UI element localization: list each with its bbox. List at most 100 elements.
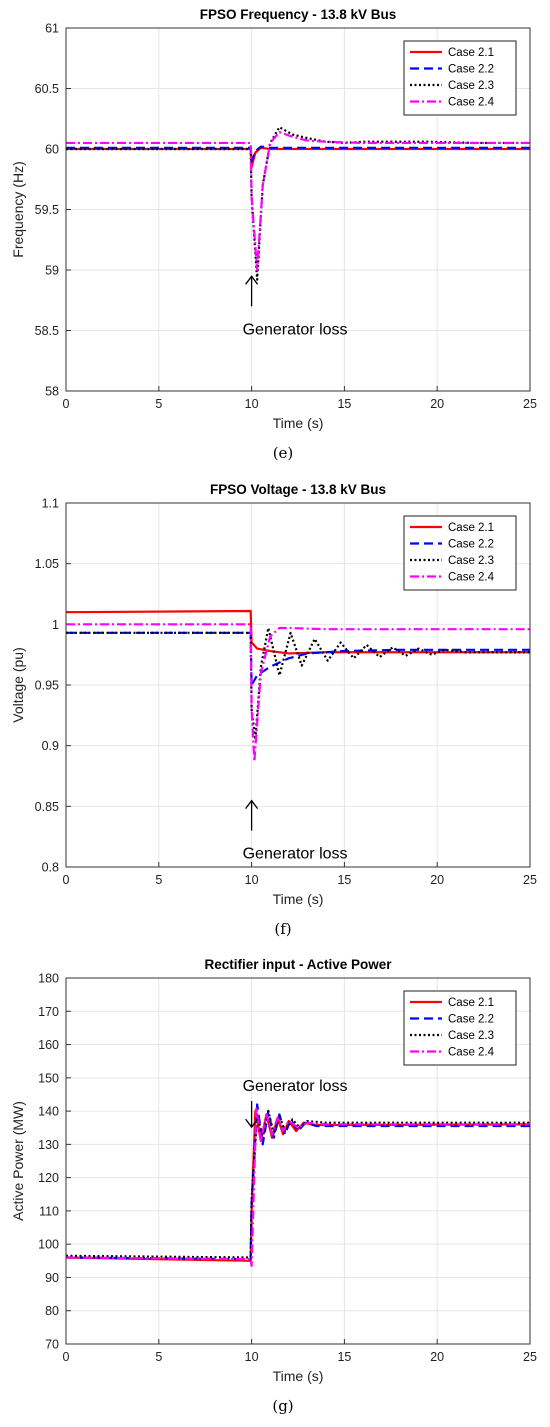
legend-label-case-3: Case 2.3 bbox=[448, 1030, 494, 1042]
legend-label-case-4: Case 2.4 bbox=[448, 572, 495, 584]
y-tick-label: 120 bbox=[38, 1171, 59, 1185]
figure-caption: (g) bbox=[272, 1397, 293, 1415]
axes-frame bbox=[65, 977, 531, 1345]
x-axis-label: Time (s) bbox=[273, 891, 324, 907]
legend-label-case-1: Case 2.1 bbox=[448, 997, 494, 1009]
legend-label-case-1: Case 2.1 bbox=[448, 522, 494, 534]
legend: Case 2.1 Case 2.2 Case 2.3 Case 2.4 bbox=[403, 990, 517, 1066]
x-tick-label: 25 bbox=[523, 1350, 537, 1364]
legend-label-case-2: Case 2.2 bbox=[448, 1014, 494, 1026]
y-tick-label: 0.9 bbox=[42, 739, 59, 753]
series-line-case-2 bbox=[66, 631, 530, 687]
y-tick-label: 60 bbox=[45, 143, 59, 157]
legend: Case 2.1 Case 2.2 Case 2.3 Case 2.4 bbox=[403, 515, 517, 591]
x-tick-label: 25 bbox=[523, 397, 537, 411]
annotation-text: Generator loss bbox=[243, 1078, 348, 1095]
series-line-case-4 bbox=[66, 1106, 530, 1267]
x-tick-label: 20 bbox=[430, 397, 444, 411]
x-axis-label: Time (s) bbox=[273, 415, 324, 431]
x-tick-label: 10 bbox=[245, 1350, 259, 1364]
y-tick-label: 58.5 bbox=[35, 324, 59, 338]
x-tick-label: 5 bbox=[155, 873, 162, 887]
legend-label-case-2: Case 2.2 bbox=[448, 64, 494, 76]
y-tick-label: 1.1 bbox=[42, 497, 59, 511]
arrow-head-icon bbox=[245, 1118, 259, 1129]
y-tick-label: 150 bbox=[38, 1071, 59, 1085]
x-tick-label: 5 bbox=[155, 1350, 162, 1364]
axes-frame bbox=[65, 27, 531, 392]
series-line-case-4 bbox=[66, 623, 530, 763]
x-tick-label: 15 bbox=[337, 397, 351, 411]
x-tick-label: 25 bbox=[523, 873, 537, 887]
x-axis-label: Time (s) bbox=[273, 1368, 324, 1384]
legend-label-case-2: Case 2.2 bbox=[448, 539, 494, 551]
annotation: Generator loss bbox=[243, 1078, 348, 1129]
series-group bbox=[66, 1103, 530, 1267]
y-tick-label: 61 bbox=[45, 22, 59, 36]
chart-title: FPSO Voltage - 13.8 kV Bus bbox=[210, 482, 386, 497]
y-tick-label: 0.8 bbox=[42, 861, 59, 875]
annotation-text: Generator loss bbox=[243, 321, 348, 338]
x-tick-label: 10 bbox=[245, 397, 259, 411]
x-tick-label: 10 bbox=[245, 873, 259, 887]
legend-label-case-1: Case 2.1 bbox=[448, 47, 494, 59]
y-tick-label: 160 bbox=[38, 1038, 59, 1052]
series-line-case-4 bbox=[66, 130, 530, 272]
chart-3: 0 5 10 15 20 25 70 80 90 100 110 120 130 140 150 160 170… bbox=[10, 957, 537, 1415]
y-tick-label: 90 bbox=[45, 1271, 59, 1285]
y-axis-label: Active Power (MW) bbox=[10, 1101, 26, 1221]
y-tick-label: 70 bbox=[45, 1338, 59, 1352]
axes-frame bbox=[65, 502, 531, 868]
legend-box bbox=[403, 40, 517, 116]
y-tick-label: 140 bbox=[38, 1105, 59, 1119]
x-tick-label: 5 bbox=[155, 397, 162, 411]
series-group bbox=[66, 609, 530, 763]
arrow-head-icon bbox=[245, 275, 259, 285]
series-line-case-3 bbox=[66, 126, 530, 281]
annotation-text: Generator loss bbox=[243, 846, 348, 863]
x-tick-label: 0 bbox=[63, 873, 70, 887]
y-tick-label: 58 bbox=[45, 385, 59, 399]
x-tick-label: 15 bbox=[337, 1350, 351, 1364]
x-tick-label: 20 bbox=[430, 1350, 444, 1364]
legend-label-case-3: Case 2.3 bbox=[448, 80, 494, 92]
series-line-case-1 bbox=[66, 609, 530, 655]
chart-2: 0 5 10 15 20 25 0.8 0.85 0.9 0.95 1 1.05 1.1 FPSO Vol… bbox=[10, 482, 537, 938]
figure-caption: (e) bbox=[273, 444, 294, 462]
legend-box bbox=[403, 990, 517, 1066]
legend-label-case-4: Case 2.4 bbox=[448, 1047, 495, 1059]
y-tick-label: 60.5 bbox=[35, 82, 59, 96]
x-tick-label: 15 bbox=[337, 873, 351, 887]
y-tick-label: 180 bbox=[38, 972, 59, 986]
y-tick-label: 1.05 bbox=[35, 557, 59, 571]
y-tick-label: 110 bbox=[39, 1204, 59, 1218]
y-tick-label: 130 bbox=[38, 1138, 59, 1152]
chart-1: 0 5 10 15 20 25 58 58.5 59 59.5 60 60.5 61 FPSO Frequ… bbox=[10, 7, 537, 462]
legend-label-case-3: Case 2.3 bbox=[448, 555, 494, 567]
y-tick-label: 59.5 bbox=[35, 203, 59, 217]
x-tick-label: 20 bbox=[430, 873, 444, 887]
legend: Case 2.1 Case 2.2 Case 2.3 Case 2.4 bbox=[403, 40, 517, 116]
x-tick-label: 0 bbox=[63, 397, 70, 411]
x-tick-label: 0 bbox=[63, 1350, 70, 1364]
legend-box bbox=[403, 515, 517, 591]
chart-title: Rectifier input - Active Power bbox=[204, 957, 392, 972]
y-tick-label: 0.85 bbox=[35, 800, 59, 814]
series-group bbox=[66, 126, 530, 281]
legend-label-case-4: Case 2.4 bbox=[448, 97, 495, 109]
y-tick-label: 0.95 bbox=[35, 679, 59, 693]
arrow-head-icon bbox=[245, 799, 259, 809]
annotation: Generator loss bbox=[243, 275, 348, 338]
y-axis-label: Voltage (pu) bbox=[10, 647, 26, 723]
annotation: Generator loss bbox=[243, 799, 348, 863]
y-tick-label: 59 bbox=[45, 264, 59, 278]
y-tick-label: 100 bbox=[38, 1238, 59, 1252]
y-tick-label: 1 bbox=[52, 618, 59, 632]
figure-caption: (f) bbox=[274, 920, 291, 938]
y-tick-label: 80 bbox=[45, 1304, 59, 1318]
y-axis-label: Frequency (Hz) bbox=[10, 161, 26, 257]
chart-title: FPSO Frequency - 13.8 kV Bus bbox=[200, 7, 397, 22]
y-tick-label: 170 bbox=[38, 1005, 59, 1019]
